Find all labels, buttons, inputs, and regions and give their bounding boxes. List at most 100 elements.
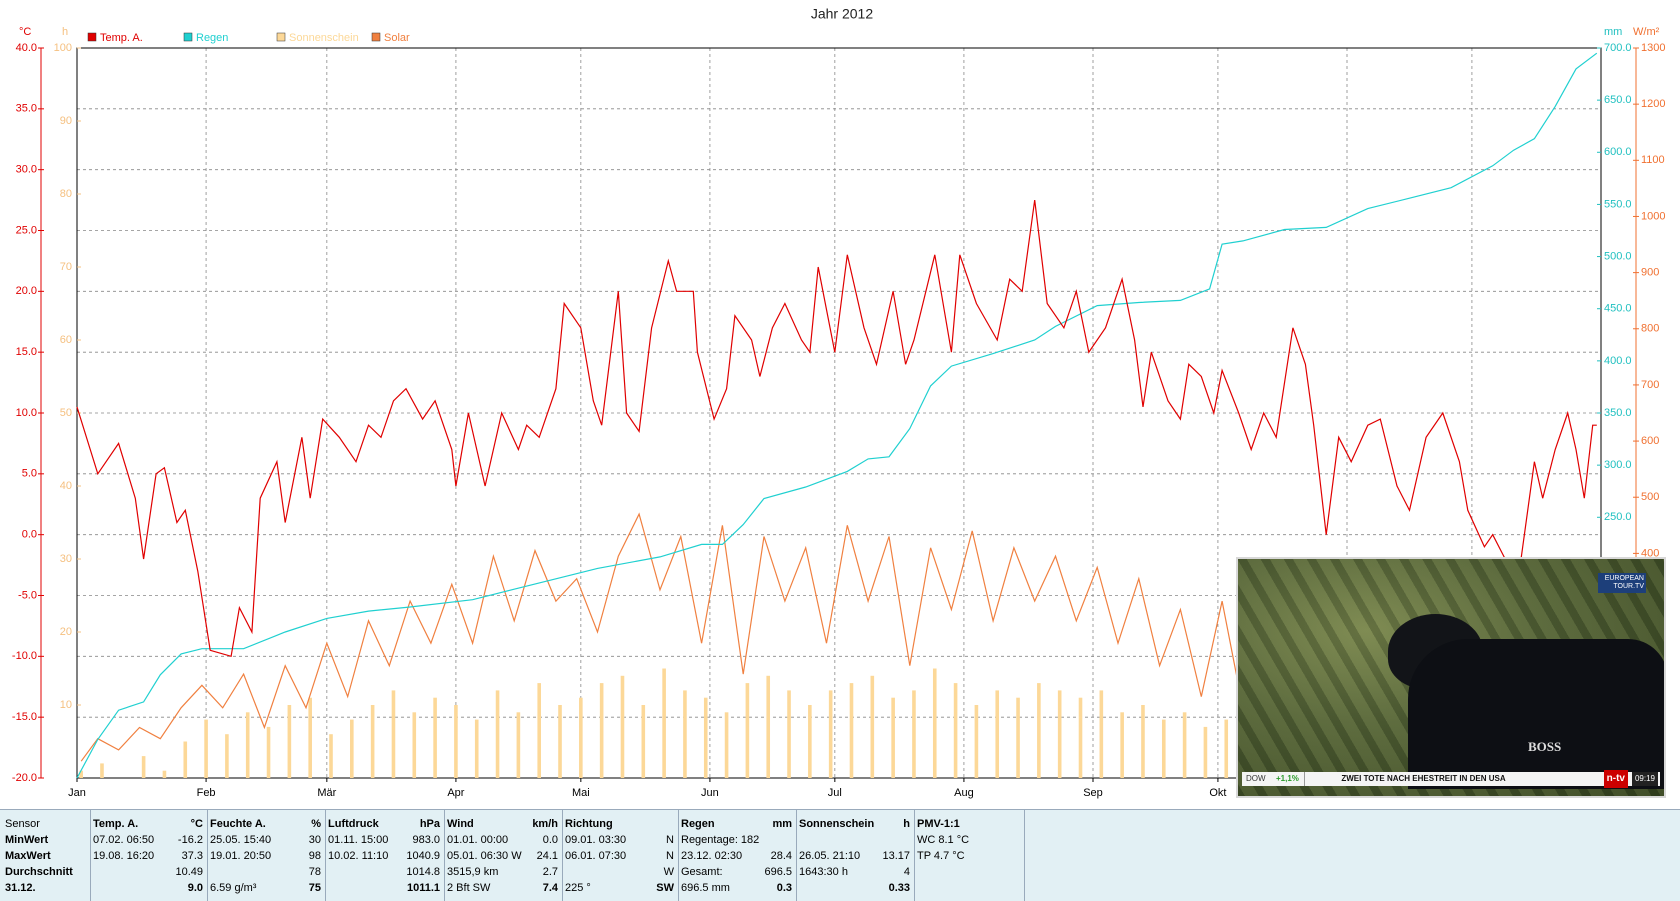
x-tick-label: Jul (828, 787, 842, 799)
y2-tick-label: 400.0 (1604, 355, 1632, 367)
bar (329, 734, 333, 778)
bar (1224, 719, 1229, 778)
y4-tick-label: 1100 (1641, 154, 1665, 166)
y-tick-label: -20.0 (12, 772, 37, 784)
y-unit: °C (19, 26, 31, 38)
legend-swatch (371, 32, 381, 42)
cell-value: 10.49 (175, 866, 203, 878)
table-row: 01.11. 15:00 983.0 (328, 832, 440, 848)
y-tick-label: -15.0 (12, 711, 37, 723)
cell-label: Richtung (565, 818, 613, 830)
x-tick-label: Mai (572, 787, 590, 799)
line-series (76, 52, 1598, 779)
table-row: 07.02. 06:50 -16.2 (93, 832, 203, 848)
cell-value: 1040.9 (406, 850, 440, 862)
ticker-change: +1,1% (1276, 774, 1299, 783)
table-row: 1643:30 h 4 (799, 864, 910, 880)
y4-tick-label: 400 (1641, 547, 1659, 559)
x-tick-label: Aug (954, 787, 974, 799)
table-row: MaxWert (5, 848, 86, 864)
cell-label: Sonnenschein (799, 818, 875, 830)
y-tick-label: 5.0 (22, 468, 37, 480)
legend-swatch (87, 32, 97, 42)
cell-label: 01.01. 00:00 (447, 834, 509, 846)
y4-tick-label: 1000 (1641, 210, 1665, 222)
table-row: 6.59 g/m³ 75 (210, 880, 321, 896)
chart-title: Jahr 2012 (811, 6, 873, 22)
y3-tick-label: 100 (54, 42, 72, 54)
bar (1016, 697, 1020, 778)
cell-label: PMV-1:1 (917, 818, 960, 830)
cell-value: 24.1 (536, 850, 558, 862)
x-tick-label: Apr (447, 787, 464, 799)
bar (662, 668, 666, 778)
table-row: 09.01. 03:30 N (565, 832, 674, 848)
y-tick-label: 25.0 (16, 224, 37, 236)
cell-value: 2.7 (542, 866, 558, 878)
golfer-body (1408, 639, 1664, 789)
bar (912, 690, 916, 778)
y3-tick-label: 20 (60, 626, 72, 638)
logo: EUROPEAN TOUR.TV (1598, 573, 1646, 593)
bar (100, 763, 104, 778)
table-row: 2 Bft SW 7.4 (447, 880, 558, 896)
y2-tick-label: 350.0 (1604, 407, 1632, 419)
y4-tick-label: 600 (1641, 435, 1659, 447)
cell-label: 10.02. 11:10 (328, 850, 389, 862)
table-row: 3515,9 km 2.7 (447, 864, 558, 880)
cell-label: Luftdruck (328, 818, 379, 830)
cell-value: hPa (419, 818, 440, 830)
table-row: 19.08. 16:20 37.3 (93, 848, 203, 864)
table-column: Temp. A. °C 07.02. 06:50 -16.2 19.08. 16:20 3… (90, 810, 208, 901)
legend-swatch (183, 32, 193, 42)
y2-tick-label: 250.0 (1604, 511, 1632, 523)
y2-unit: mm (1604, 26, 1622, 38)
bar (1120, 712, 1124, 778)
table-row: Sonnenschein h (799, 816, 910, 832)
stats-table: Sensor MinWert MaxWert Durchschnitt 31.12. Te… (0, 809, 1680, 901)
cell-label: Feuchte A. (210, 818, 266, 830)
cell-value: 9.0 (187, 882, 203, 894)
cell-value: 1011.1 (406, 882, 440, 894)
bar (245, 712, 250, 778)
bar (266, 726, 271, 778)
cell-label: Regentage: 182 (681, 834, 760, 846)
bar (1037, 683, 1041, 778)
cell-label: 01.11. 15:00 (328, 834, 389, 846)
table-column: Sensor MinWert MaxWert Durchschnitt 31.12. (2, 810, 91, 901)
cell-value: 28.4 (770, 850, 792, 862)
bar (703, 697, 708, 778)
table-row: Gesamt: 696.5 (681, 864, 792, 880)
cell-value: SW (656, 882, 674, 894)
bar (1182, 712, 1187, 778)
cell-value: 696.5 (764, 866, 792, 878)
cell-value: 30 (308, 834, 321, 846)
bar (1141, 705, 1145, 778)
table-row (917, 864, 1020, 880)
bar (953, 683, 958, 778)
table-column: Feuchte A.% 25.05. 15:40 30 19.01. 20:50 98 7… (207, 810, 326, 901)
y3-tick-label: 70 (60, 261, 72, 273)
y-tick-label: 15.0 (16, 346, 37, 358)
cell-value: 4 (903, 866, 910, 878)
table-row: PMV-1:1 (917, 816, 1020, 832)
cell-value: 7.4 (542, 882, 558, 894)
y-tick-label: -10.0 (12, 650, 37, 662)
y-tick-label: 0.0 (22, 529, 37, 541)
table-row: 225 ° SW (565, 880, 674, 896)
y4-unit: W/m² (1633, 26, 1660, 38)
bar (1099, 690, 1104, 778)
y4-tick-label: 500 (1641, 491, 1659, 503)
bar (225, 734, 229, 778)
table-row (799, 832, 910, 848)
table-column: Sonnenschein h 26.05. 21:10 13.17 1643:30 h 4… (796, 810, 915, 901)
channel: n-tv (1603, 770, 1628, 788)
cell-value: % (311, 818, 321, 830)
bar (1057, 690, 1062, 778)
y3-tick-label: 30 (60, 553, 72, 565)
table-row: W (565, 864, 674, 880)
bar (537, 683, 541, 778)
table-row: Luftdruck hPa (328, 816, 440, 832)
y3-tick-label: 10 (60, 699, 72, 711)
cell-value: h (903, 818, 910, 830)
